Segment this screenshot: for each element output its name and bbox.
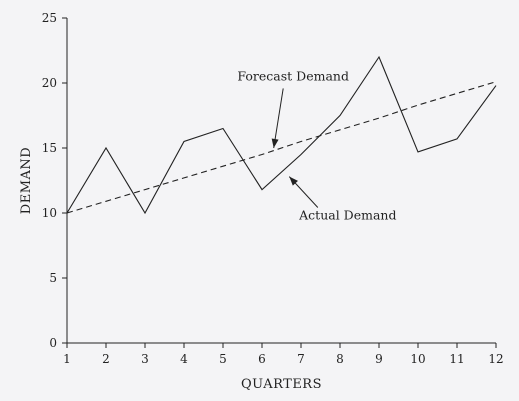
forecast-demand-line [66, 81, 497, 214]
actual-demand-line [66, 55, 497, 215]
actual-demand-label: Actual Demand [298, 208, 396, 223]
x-tick-label: 4 [180, 352, 188, 366]
y-tick-label: 15 [42, 141, 57, 155]
forecast-demand-arrow-head [271, 138, 279, 148]
y-tick-label: 0 [49, 336, 57, 350]
x-tick-label: 6 [258, 352, 266, 366]
x-tick-label: 3 [141, 352, 149, 366]
x-tick-label: 11 [449, 352, 464, 366]
series-layer [66, 55, 497, 215]
x-tick-label: 7 [297, 352, 305, 366]
y-tick-label: 25 [42, 11, 57, 25]
x-tick-label: 1 [63, 352, 71, 366]
forecast-demand-arrow [273, 88, 284, 149]
x-tick-label: 12 [488, 352, 503, 366]
x-ticks: 1 2 3 4 5 6 7 8 9 10 11 12 [63, 343, 504, 366]
y-tick-label: 10 [42, 206, 57, 220]
axes [66, 18, 496, 344]
x-tick-label: 2 [102, 352, 110, 366]
x-tick-label: 8 [336, 352, 344, 366]
y-axis-title: DEMAND [19, 147, 34, 214]
forecast-demand-label: Forecast Demand [237, 68, 349, 83]
x-axis-title: QUARTERS [241, 377, 322, 392]
x-tick-label: 5 [219, 352, 227, 366]
actual-demand-arrow-head [289, 176, 298, 186]
annotation-layer: Forecast Demand Actual Demand [237, 68, 396, 222]
y-ticks: 0 5 10 15 20 25 [42, 11, 67, 350]
y-tick-label: 5 [49, 271, 57, 285]
y-tick-label: 20 [42, 76, 57, 90]
x-tick-label: 10 [410, 352, 425, 366]
x-tick-label: 9 [375, 352, 383, 366]
